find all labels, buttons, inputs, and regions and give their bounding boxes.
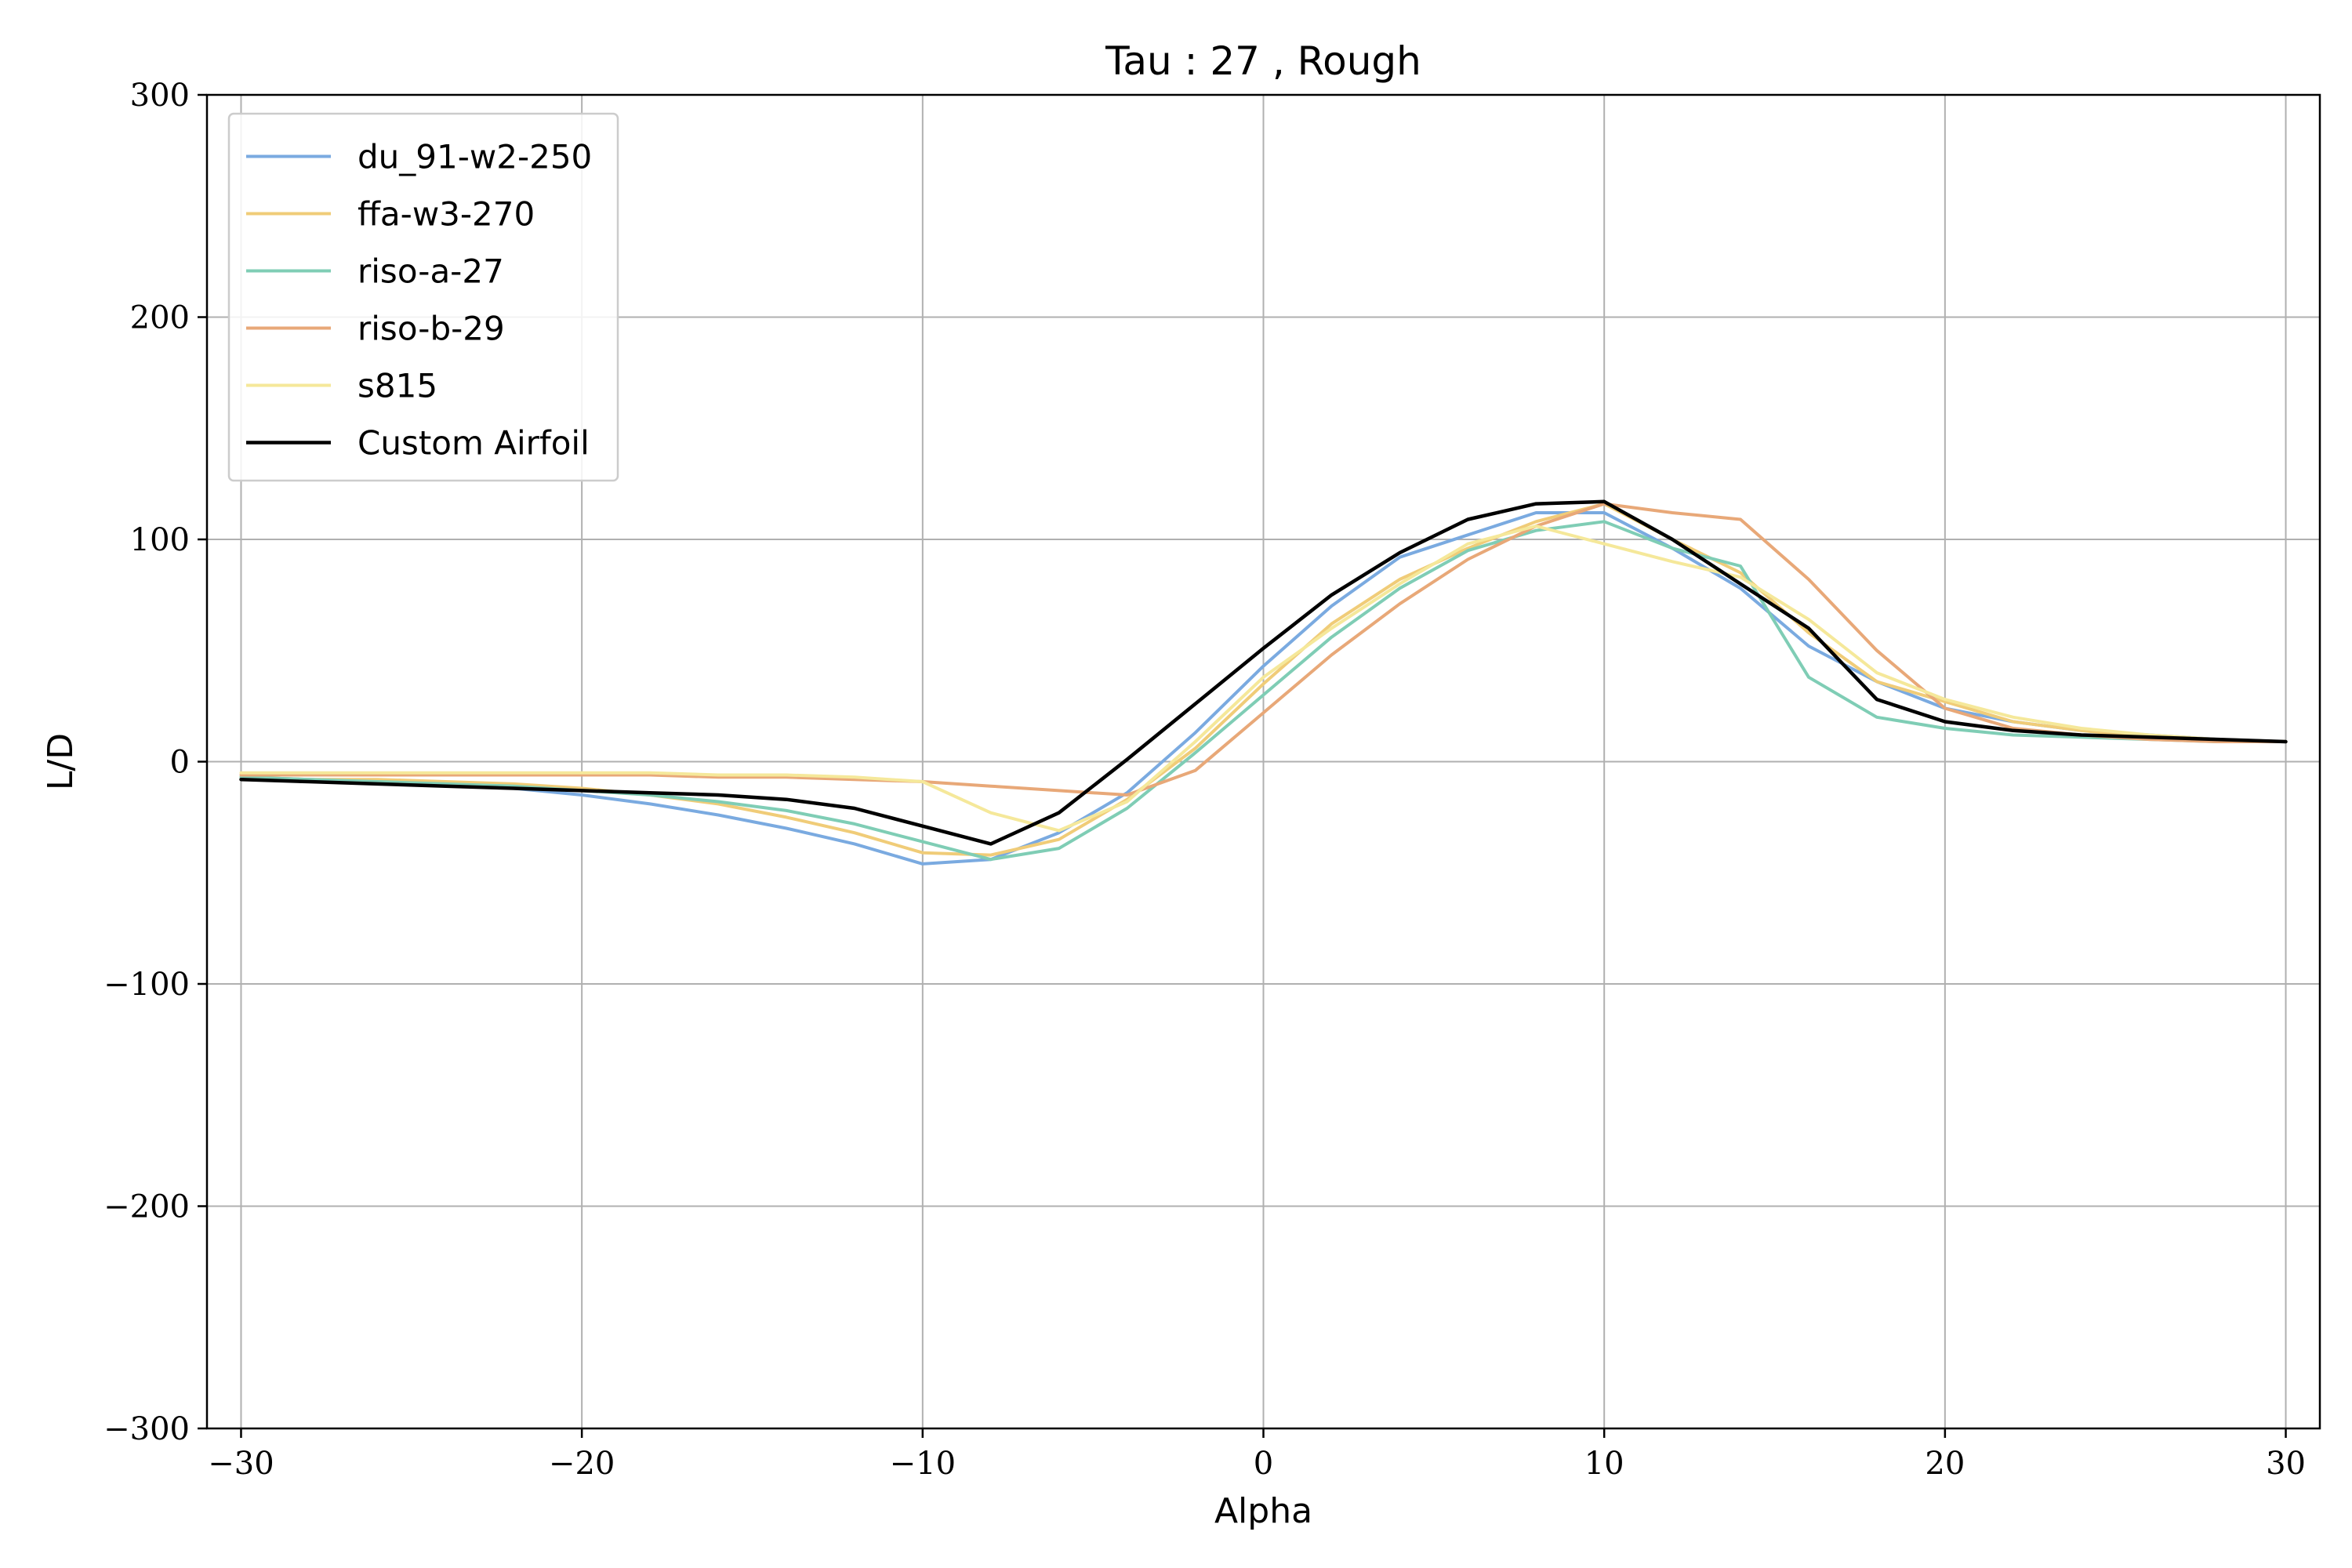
- x-tick-label: −10: [890, 1446, 956, 1482]
- y-axis-label: L/D: [41, 733, 81, 790]
- x-tick-label: 10: [1584, 1446, 1624, 1482]
- chart-title: Tau : 27 , Rough: [1105, 38, 1421, 84]
- y-tick-label: 100: [130, 522, 190, 558]
- legend-label: s815: [358, 367, 437, 405]
- series-line-custom-airfoil: [239, 499, 2288, 846]
- y-tick-label: −300: [103, 1411, 190, 1447]
- x-axis-label: Alpha: [1214, 1491, 1312, 1531]
- x-tick-label: 30: [2266, 1446, 2306, 1482]
- y-tick-label: 300: [130, 78, 190, 114]
- legend-label: ffa-w3-270: [358, 195, 535, 234]
- legend-label: riso-b-29: [358, 310, 505, 348]
- legend-label: du_91-w2-250: [358, 138, 592, 176]
- x-tick-label: 20: [1925, 1446, 1965, 1482]
- x-tick-label: −20: [549, 1446, 615, 1482]
- x-tick-label: −30: [208, 1446, 274, 1482]
- series-line-ffa-w3-270: [239, 502, 2288, 857]
- y-tick-label: −100: [103, 967, 190, 1003]
- series-lines: [239, 499, 2288, 866]
- y-tick-label: 0: [170, 745, 190, 781]
- x-tick-label: 0: [1254, 1446, 1273, 1482]
- legend-label: riso-a-27: [358, 252, 504, 291]
- legend-label: Custom Airfoil: [358, 424, 590, 463]
- series-line-s815: [239, 524, 2288, 833]
- y-tick-label: 200: [130, 300, 190, 336]
- series-line-riso-b-29: [239, 502, 2288, 797]
- legend-frame: [227, 112, 619, 482]
- y-tick-label: −200: [103, 1189, 190, 1225]
- legend: du_91-w2-250 ffa-w3-270 riso-a-27 riso-b-29…: [227, 112, 619, 482]
